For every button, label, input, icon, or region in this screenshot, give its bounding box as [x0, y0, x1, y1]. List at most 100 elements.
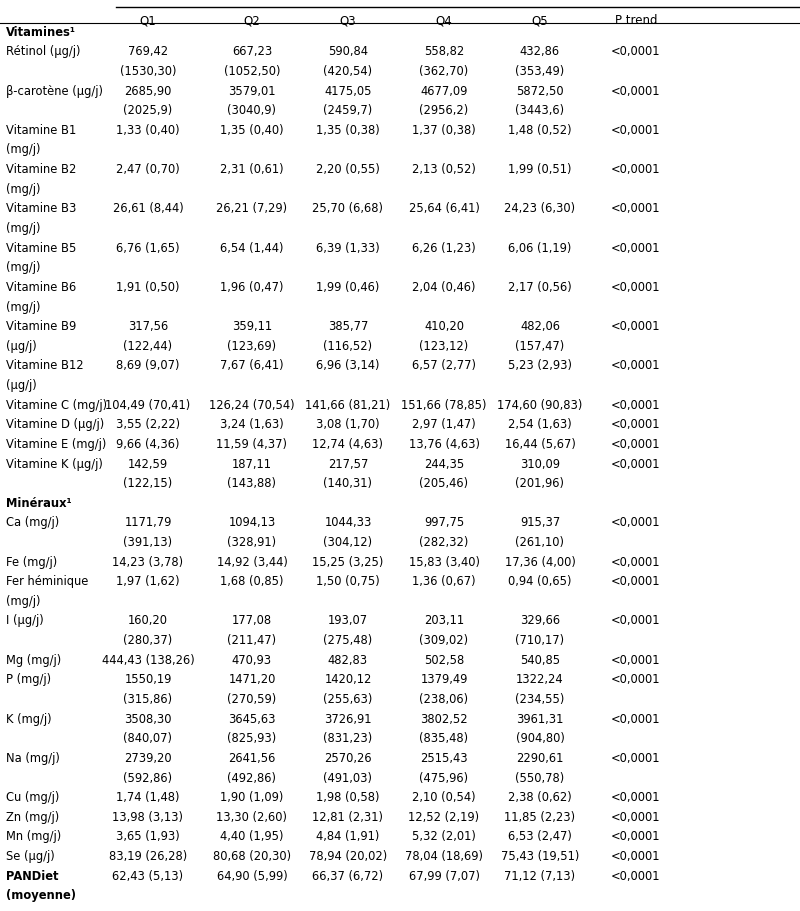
Text: 1,99 (0,51): 1,99 (0,51): [508, 163, 572, 176]
Text: (362,70): (362,70): [419, 65, 469, 77]
Text: <0,0001: <0,0001: [611, 672, 661, 686]
Text: 4,40 (1,95): 4,40 (1,95): [220, 830, 284, 843]
Text: 1,90 (1,09): 1,90 (1,09): [220, 791, 284, 804]
Text: 11,59 (4,37): 11,59 (4,37): [217, 437, 287, 451]
Text: Vitamine D (μg/j): Vitamine D (μg/j): [6, 418, 105, 431]
Text: Vitamine B2: Vitamine B2: [6, 163, 77, 176]
Text: 359,11: 359,11: [232, 320, 272, 333]
Text: 67,99 (7,07): 67,99 (7,07): [409, 869, 479, 882]
Text: 17,36 (4,00): 17,36 (4,00): [505, 555, 575, 568]
Text: (211,47): (211,47): [227, 633, 277, 647]
Text: 2685,90: 2685,90: [124, 85, 172, 97]
Text: <0,0001: <0,0001: [611, 849, 661, 862]
Text: 11,85 (2,23): 11,85 (2,23): [505, 810, 575, 823]
Text: 1,48 (0,52): 1,48 (0,52): [508, 124, 572, 137]
Text: 5,23 (2,93): 5,23 (2,93): [508, 359, 572, 372]
Text: 1,50 (0,75): 1,50 (0,75): [316, 575, 380, 588]
Text: 3508,30: 3508,30: [124, 711, 172, 725]
Text: 141,66 (81,21): 141,66 (81,21): [306, 398, 390, 412]
Text: 4677,09: 4677,09: [420, 85, 468, 97]
Text: <0,0001: <0,0001: [611, 575, 661, 588]
Text: <0,0001: <0,0001: [611, 163, 661, 176]
Text: 2,54 (1,63): 2,54 (1,63): [508, 418, 572, 431]
Text: 1,98 (0,58): 1,98 (0,58): [316, 791, 380, 804]
Text: 244,35: 244,35: [424, 457, 464, 470]
Text: Vitamine K (μg/j): Vitamine K (μg/j): [6, 457, 103, 470]
Text: (1052,50): (1052,50): [224, 65, 280, 77]
Text: P (mg/j): P (mg/j): [6, 672, 51, 686]
Text: 310,09: 310,09: [520, 457, 560, 470]
Text: (3443,6): (3443,6): [515, 104, 565, 118]
Text: (835,48): (835,48): [419, 732, 469, 744]
Text: Mg (mg/j): Mg (mg/j): [6, 653, 62, 666]
Text: I (μg/j): I (μg/j): [6, 614, 44, 627]
Text: 1,97 (1,62): 1,97 (1,62): [116, 575, 180, 588]
Text: 13,30 (2,60): 13,30 (2,60): [217, 810, 287, 823]
Text: 174,60 (90,83): 174,60 (90,83): [498, 398, 582, 412]
Text: Minéraux¹: Minéraux¹: [6, 496, 72, 509]
Text: 6,76 (1,65): 6,76 (1,65): [116, 241, 180, 254]
Text: (mg/j): (mg/j): [6, 221, 41, 235]
Text: 151,66 (78,85): 151,66 (78,85): [402, 398, 486, 412]
Text: PANDiet: PANDiet: [6, 869, 59, 882]
Text: <0,0001: <0,0001: [611, 281, 661, 293]
Text: 1171,79: 1171,79: [124, 516, 172, 528]
Text: 432,86: 432,86: [520, 46, 560, 58]
Text: (μg/j): (μg/j): [6, 379, 37, 392]
Text: 590,84: 590,84: [328, 46, 368, 58]
Text: 1379,49: 1379,49: [420, 672, 468, 686]
Text: 187,11: 187,11: [232, 457, 272, 470]
Text: Vitamine C (mg/j): Vitamine C (mg/j): [6, 398, 107, 412]
Text: 9,66 (4,36): 9,66 (4,36): [116, 437, 180, 451]
Text: <0,0001: <0,0001: [611, 791, 661, 804]
Text: 3645,63: 3645,63: [228, 711, 276, 725]
Text: <0,0001: <0,0001: [611, 437, 661, 451]
Text: <0,0001: <0,0001: [611, 614, 661, 627]
Text: 66,37 (6,72): 66,37 (6,72): [313, 869, 383, 882]
Text: P trend: P trend: [614, 14, 658, 27]
Text: 2515,43: 2515,43: [420, 751, 468, 764]
Text: <0,0001: <0,0001: [611, 359, 661, 372]
Text: 177,08: 177,08: [232, 614, 272, 627]
Text: 142,59: 142,59: [128, 457, 168, 470]
Text: 26,21 (7,29): 26,21 (7,29): [217, 202, 287, 215]
Text: Vitamine B12: Vitamine B12: [6, 359, 84, 372]
Text: 3,08 (1,70): 3,08 (1,70): [316, 418, 380, 431]
Text: 1420,12: 1420,12: [324, 672, 372, 686]
Text: Q2: Q2: [244, 14, 260, 27]
Text: Fe (mg/j): Fe (mg/j): [6, 555, 58, 568]
Text: <0,0001: <0,0001: [611, 398, 661, 412]
Text: 558,82: 558,82: [424, 46, 464, 58]
Text: 1,36 (0,67): 1,36 (0,67): [412, 575, 476, 588]
Text: 2,97 (1,47): 2,97 (1,47): [412, 418, 476, 431]
Text: (492,86): (492,86): [227, 771, 277, 783]
Text: 4175,05: 4175,05: [324, 85, 372, 97]
Text: <0,0001: <0,0001: [611, 555, 661, 568]
Text: 2,20 (0,55): 2,20 (0,55): [316, 163, 380, 176]
Text: 12,81 (2,31): 12,81 (2,31): [313, 810, 383, 823]
Text: Mn (mg/j): Mn (mg/j): [6, 830, 62, 843]
Text: (309,02): (309,02): [419, 633, 469, 647]
Text: 444,43 (138,26): 444,43 (138,26): [102, 653, 194, 666]
Text: 2,17 (0,56): 2,17 (0,56): [508, 281, 572, 293]
Text: (201,96): (201,96): [515, 476, 565, 490]
Text: <0,0001: <0,0001: [611, 320, 661, 333]
Text: 8,69 (9,07): 8,69 (9,07): [116, 359, 180, 372]
Text: Fer héminique: Fer héminique: [6, 575, 89, 588]
Text: <0,0001: <0,0001: [611, 830, 661, 843]
Text: 2739,20: 2739,20: [124, 751, 172, 764]
Text: 2,04 (0,46): 2,04 (0,46): [412, 281, 476, 293]
Text: Rétinol (μg/j): Rétinol (μg/j): [6, 46, 81, 58]
Text: 1471,20: 1471,20: [228, 672, 276, 686]
Text: (234,55): (234,55): [515, 692, 565, 705]
Text: 915,37: 915,37: [520, 516, 560, 528]
Text: (mg/j): (mg/j): [6, 143, 41, 157]
Text: (280,37): (280,37): [123, 633, 173, 647]
Text: 470,93: 470,93: [232, 653, 272, 666]
Text: Ca (mg/j): Ca (mg/j): [6, 516, 60, 528]
Text: Vitamine B1: Vitamine B1: [6, 124, 77, 137]
Text: β-carotène (μg/j): β-carotène (μg/j): [6, 85, 103, 97]
Text: Vitamine B3: Vitamine B3: [6, 202, 77, 215]
Text: 14,92 (3,44): 14,92 (3,44): [217, 555, 287, 568]
Text: (122,15): (122,15): [123, 476, 173, 490]
